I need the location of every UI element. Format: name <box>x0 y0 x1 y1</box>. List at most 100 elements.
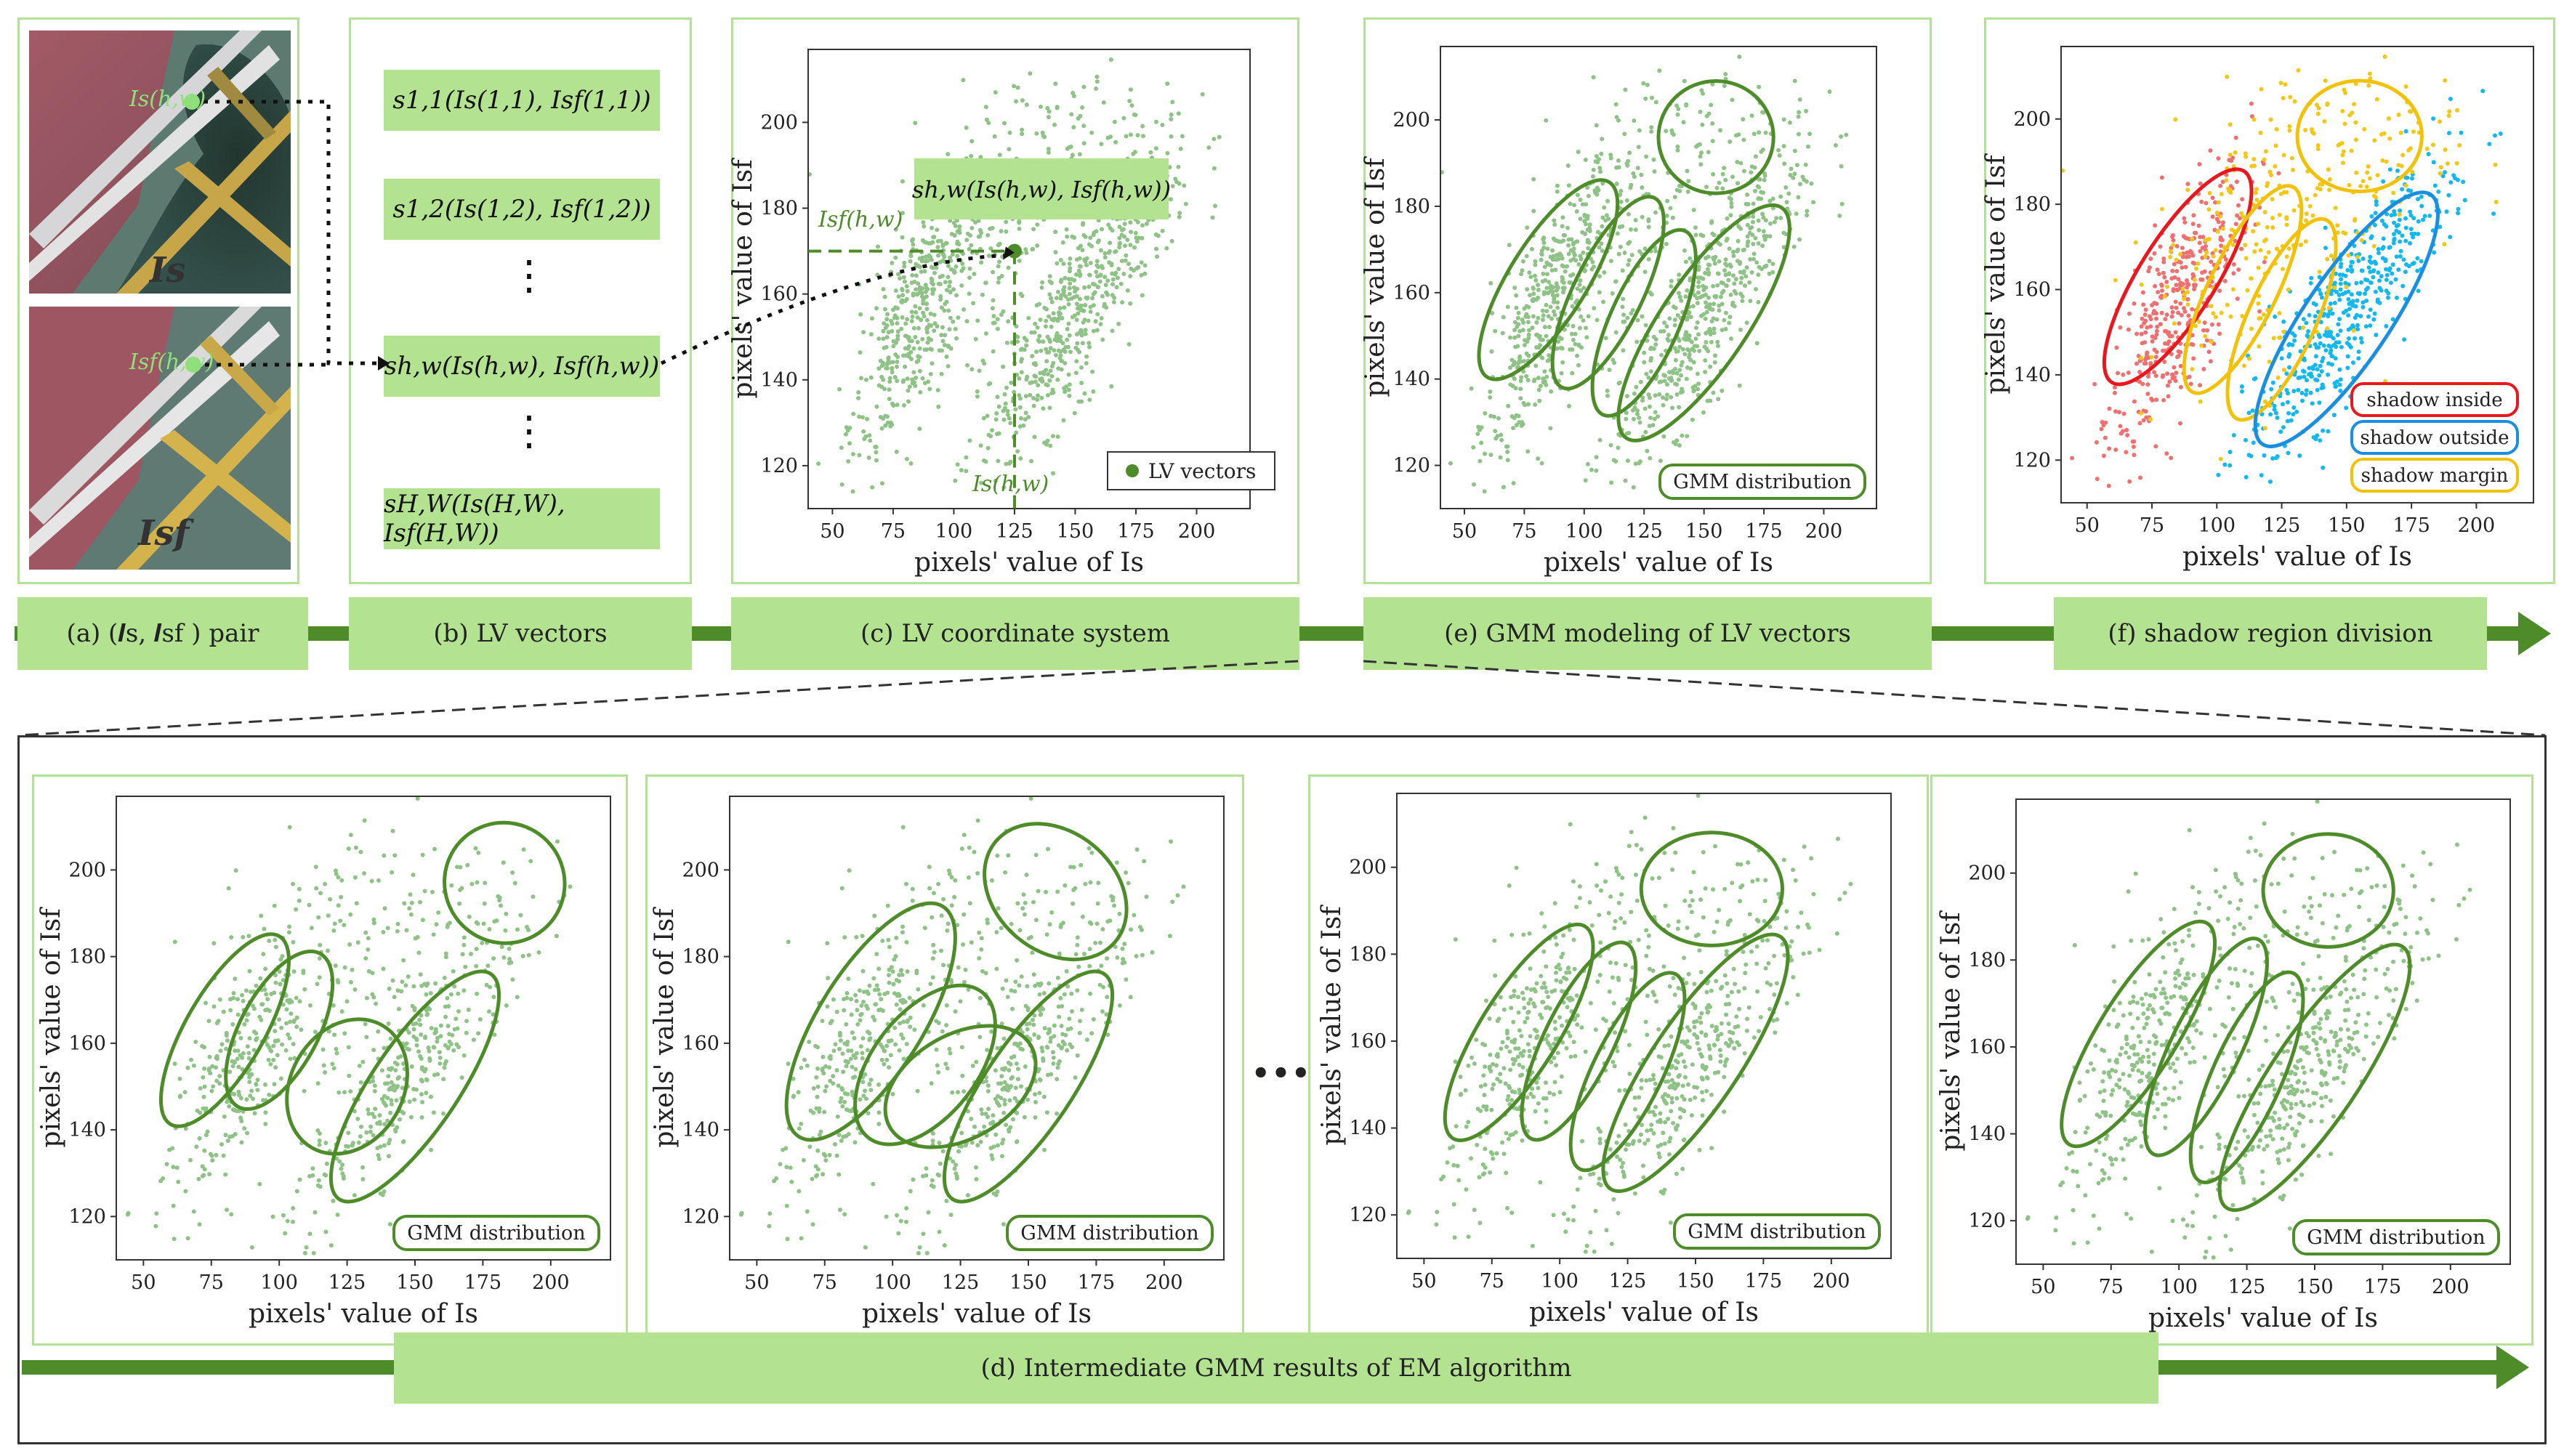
scatter-point <box>2410 169 2415 174</box>
scatter-point <box>1673 305 1678 310</box>
scatter-point <box>2171 288 2176 294</box>
scatter-point <box>2095 477 2100 482</box>
scatter-point <box>2319 369 2324 374</box>
scatter-point <box>887 945 892 950</box>
scatter-point <box>254 1031 259 1036</box>
scatter-point <box>1622 251 1627 255</box>
scatter-point <box>2145 325 2150 330</box>
scatter-point <box>1664 129 1669 134</box>
scatter-point <box>348 833 353 838</box>
scatter-point <box>1038 377 1043 382</box>
scatter-point <box>1549 389 1554 394</box>
scatter-point <box>346 1045 351 1050</box>
scatter-point <box>906 399 911 404</box>
scatter-point <box>1653 342 1658 347</box>
scatter-point <box>210 1064 215 1069</box>
scatter-point <box>895 306 900 311</box>
scatter-point <box>426 1046 431 1050</box>
scatter-point <box>438 1023 443 1028</box>
scatter-point <box>1518 387 1523 392</box>
scatter-point <box>1091 328 1096 333</box>
scatter-point <box>2355 254 2360 259</box>
scatter-point <box>2347 307 2353 312</box>
scatter-point <box>1132 150 1137 155</box>
scatter-point <box>1496 416 1501 421</box>
scatter-point <box>2403 225 2408 230</box>
scatter-point <box>1165 150 1170 155</box>
scatter-point <box>842 1099 847 1104</box>
scatter-point <box>1489 349 1494 354</box>
scatter-point <box>964 319 969 324</box>
scatter-point <box>911 325 916 331</box>
scatter-point <box>905 288 910 294</box>
scatter-point <box>411 1027 416 1032</box>
scatter-point <box>1140 124 1145 129</box>
scatter-point <box>323 1070 328 1075</box>
scatter-point <box>838 1099 843 1104</box>
y-tick-label: 120 <box>68 1205 106 1228</box>
scatter-point <box>2103 435 2108 440</box>
scatter-point <box>1701 288 1706 293</box>
scatter-point <box>855 1008 860 1013</box>
scatter-point <box>239 1119 244 1123</box>
scatter-point <box>876 366 882 371</box>
scatter-point <box>2368 307 2373 312</box>
scatter-point <box>2211 254 2216 259</box>
scatter-point <box>164 1162 169 1167</box>
scatter-point <box>2455 108 2460 113</box>
scatter-point <box>2335 223 2340 228</box>
scatter-point <box>930 225 934 230</box>
scatter-point <box>1807 132 1813 137</box>
scatter-point <box>2416 288 2421 294</box>
scatter-point <box>1700 122 1705 127</box>
scatter-point <box>1112 295 1117 300</box>
scatter-point <box>2168 248 2173 254</box>
y-tick-label: 180 <box>1392 195 1430 218</box>
scatter-point <box>291 1219 295 1224</box>
scatter-point <box>1688 357 1693 363</box>
scatter-point <box>1141 134 1145 139</box>
scatter-point <box>2185 187 2190 193</box>
scatter-point <box>2205 328 2210 333</box>
scatter-point <box>1521 369 1526 374</box>
scatter-point <box>2139 355 2144 360</box>
scatter-point <box>2162 275 2167 280</box>
scatter-point <box>1169 117 1174 121</box>
scatter-point <box>1101 100 1106 105</box>
scatter-point <box>929 264 934 270</box>
scatter-point <box>1695 301 1700 306</box>
scatter-point <box>1738 280 1743 286</box>
scatter-point <box>2169 314 2174 319</box>
scatter-point <box>2345 341 2350 346</box>
scatter-point <box>2331 413 2337 418</box>
scatter-point <box>946 308 951 313</box>
scatter-point <box>2147 265 2152 270</box>
scatter-point <box>1544 374 1549 379</box>
scatter-point <box>864 1096 868 1101</box>
scatter-point <box>2258 130 2263 135</box>
scatter-point <box>216 1019 221 1024</box>
scatter-point <box>2319 295 2324 300</box>
scatter-point <box>263 966 268 971</box>
scatter-point <box>394 1085 399 1090</box>
scatter-point <box>331 928 336 933</box>
scatter-point <box>2362 126 2367 132</box>
scatter-point <box>1749 113 1754 118</box>
scatter-point <box>2304 320 2309 325</box>
scatter-point <box>1017 226 1022 231</box>
scatter-point <box>1741 270 1746 275</box>
scatter-point <box>1084 1038 1089 1043</box>
scatter-point <box>1614 115 1619 120</box>
scatter-point <box>2404 262 2408 267</box>
scatter-point <box>476 850 481 855</box>
scatter-point <box>424 1091 429 1096</box>
scatter-point <box>836 1133 842 1138</box>
scatter-point <box>1002 1098 1007 1103</box>
scatter-point <box>917 346 922 351</box>
scatter-point <box>226 886 231 891</box>
scatter-point <box>354 901 359 906</box>
scatter-point <box>1077 296 1082 302</box>
scatter-point <box>1020 357 1024 362</box>
scatter-point <box>2315 111 2321 116</box>
scatter-point <box>1637 128 1642 133</box>
